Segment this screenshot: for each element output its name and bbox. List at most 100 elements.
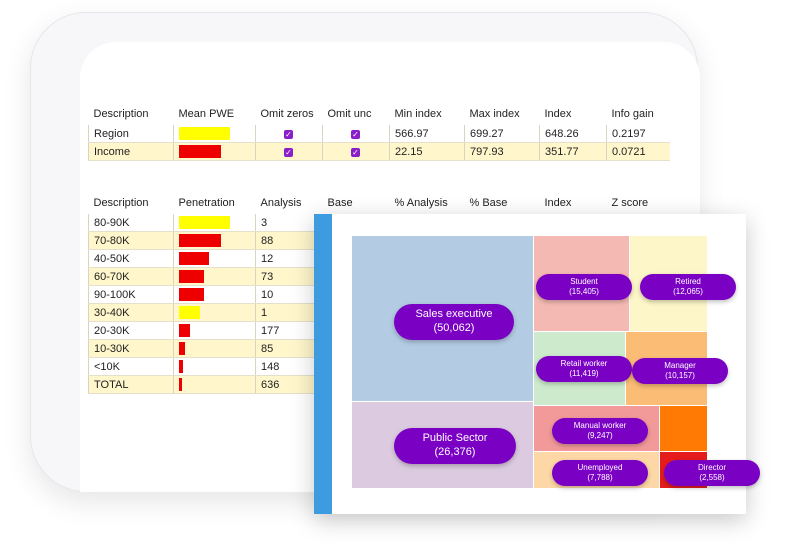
penetration-bar bbox=[179, 378, 182, 391]
treemap-label-manager: Manager (10,157) bbox=[632, 358, 728, 384]
treemap-label-name: Retired bbox=[675, 277, 701, 286]
penetration-cell bbox=[173, 231, 256, 250]
min-index-cell: 566.97 bbox=[389, 125, 465, 143]
treemap-label-unemployed: Unemployed (7,788) bbox=[552, 460, 648, 486]
treemap-label-value: (15,405) bbox=[569, 287, 599, 296]
treemap-label-name: Unemployed bbox=[577, 463, 623, 472]
index-cell: 351.77 bbox=[539, 142, 607, 161]
mean-pwe-bar bbox=[179, 127, 230, 140]
treemap-label-name: Retail worker bbox=[560, 359, 608, 368]
description-cell: Region bbox=[88, 125, 174, 143]
omit-unc-cell: ✓ bbox=[322, 125, 390, 143]
omit-unc-checkbox[interactable]: ✓ bbox=[351, 147, 360, 157]
treemap-label-name: Director bbox=[697, 463, 726, 472]
description-cell: 70-80K bbox=[88, 231, 174, 250]
penetration-bar bbox=[179, 324, 190, 337]
col-header: Max index bbox=[469, 108, 520, 120]
omit-zeros-checkbox[interactable]: ✓ bbox=[284, 147, 293, 157]
description-cell: 90-100K bbox=[88, 285, 174, 304]
table-header-row: Description Penetration Analysis Base % … bbox=[89, 192, 670, 214]
table-row: Income ✓ ✓ 22.15 797.93 351.77 0.0721 bbox=[88, 142, 670, 161]
penetration-cell bbox=[173, 303, 256, 322]
description-cell: TOTAL bbox=[88, 375, 174, 394]
penetration-bar bbox=[179, 252, 209, 265]
treemap-label-value: (10,157) bbox=[665, 371, 695, 380]
description-cell: 30-40K bbox=[88, 303, 174, 322]
description-cell: 80-90K bbox=[88, 214, 174, 232]
penetration-cell bbox=[173, 214, 256, 232]
max-index-cell: 797.93 bbox=[464, 142, 540, 161]
col-header: Base bbox=[327, 197, 353, 209]
mean-pwe-cell bbox=[173, 125, 256, 143]
table-header-row: Description Mean PWE Omit zeros Omit unc… bbox=[89, 103, 670, 125]
col-header: Index bbox=[544, 197, 572, 209]
col-header: % Base bbox=[469, 197, 508, 209]
description-cell: Income bbox=[88, 142, 174, 161]
col-header: Info gain bbox=[611, 108, 654, 120]
treemap-tile-orange[interactable] bbox=[660, 406, 707, 451]
treemap-label-sales-executive: Sales executive (50,062) bbox=[394, 304, 514, 340]
omit-unc-cell: ✓ bbox=[322, 142, 390, 161]
treemap-label-student: Student (15,405) bbox=[536, 274, 632, 300]
description-cell: <10K bbox=[88, 357, 174, 376]
description-cell: 20-30K bbox=[88, 321, 174, 340]
treemap-label-name: Public Sector bbox=[422, 432, 488, 445]
omit-zeros-cell: ✓ bbox=[255, 125, 323, 143]
treemap-label-name: Manual worker bbox=[573, 421, 627, 430]
penetration-cell bbox=[173, 339, 256, 358]
min-index-cell: 22.15 bbox=[389, 142, 465, 161]
treemap-label-value: (9,247) bbox=[587, 431, 613, 440]
analysis-cell: 3 bbox=[255, 214, 323, 232]
penetration-bar bbox=[179, 270, 204, 283]
analysis-cell: 148 bbox=[255, 357, 323, 376]
treemap-label-name: Student bbox=[570, 277, 598, 286]
table-row: Region ✓ ✓ 566.97 699.27 648.26 0.2197 bbox=[88, 125, 670, 143]
col-header: Description bbox=[93, 197, 149, 209]
col-header: Description bbox=[93, 108, 149, 120]
col-header: Z score bbox=[611, 197, 649, 209]
penetration-cell bbox=[173, 285, 256, 304]
treemap-label-value: (50,062) bbox=[433, 322, 475, 334]
region-income-table: Description Mean PWE Omit zeros Omit unc… bbox=[88, 103, 670, 161]
analysis-cell: 88 bbox=[255, 231, 323, 250]
penetration-cell bbox=[173, 321, 256, 340]
col-header: Omit zeros bbox=[260, 108, 314, 120]
treemap-label-name: Manager bbox=[664, 361, 696, 370]
treemap-label-value: (2,558) bbox=[699, 473, 725, 482]
mean-pwe-cell bbox=[173, 142, 256, 161]
penetration-cell bbox=[173, 375, 256, 394]
penetration-cell bbox=[173, 249, 256, 268]
treemap-label-retired: Retired (12,065) bbox=[640, 274, 736, 300]
treemap-label-value: (12,065) bbox=[673, 287, 703, 296]
analysis-cell: 1 bbox=[255, 303, 323, 322]
penetration-cell bbox=[173, 267, 256, 286]
col-header: Mean PWE bbox=[178, 108, 235, 120]
penetration-bar bbox=[179, 216, 230, 229]
omit-zeros-cell: ✓ bbox=[255, 142, 323, 161]
info-gain-cell: 0.0721 bbox=[606, 142, 670, 161]
analysis-cell: 177 bbox=[255, 321, 323, 340]
info-gain-cell: 0.2197 bbox=[606, 125, 670, 143]
treemap-label-value: (7,788) bbox=[587, 473, 613, 482]
analysis-cell: 12 bbox=[255, 249, 323, 268]
col-header: % Analysis bbox=[394, 197, 448, 209]
description-cell: 10-30K bbox=[88, 339, 174, 358]
col-header: Omit unc bbox=[327, 108, 372, 120]
penetration-bar bbox=[179, 342, 185, 355]
panel-accent-strip bbox=[314, 214, 332, 514]
col-header: Analysis bbox=[260, 197, 302, 209]
col-header: Min index bbox=[394, 108, 442, 120]
treemap-label-manual-worker: Manual worker (9,247) bbox=[552, 418, 648, 444]
analysis-cell: 73 bbox=[255, 267, 323, 286]
penetration-bar bbox=[179, 360, 183, 373]
treemap-label-value: (26,376) bbox=[434, 446, 476, 458]
omit-zeros-checkbox[interactable]: ✓ bbox=[284, 129, 293, 139]
analysis-cell: 10 bbox=[255, 285, 323, 304]
analysis-cell: 85 bbox=[255, 339, 323, 358]
treemap-label-public-sector: Public Sector (26,376) bbox=[394, 428, 516, 464]
omit-unc-checkbox[interactable]: ✓ bbox=[351, 129, 360, 139]
treemap-label-director: Director (2,558) bbox=[664, 460, 760, 486]
description-cell: 40-50K bbox=[88, 249, 174, 268]
col-header: Index bbox=[544, 108, 572, 120]
treemap-label-retail-worker: Retail worker (11,419) bbox=[536, 356, 632, 382]
